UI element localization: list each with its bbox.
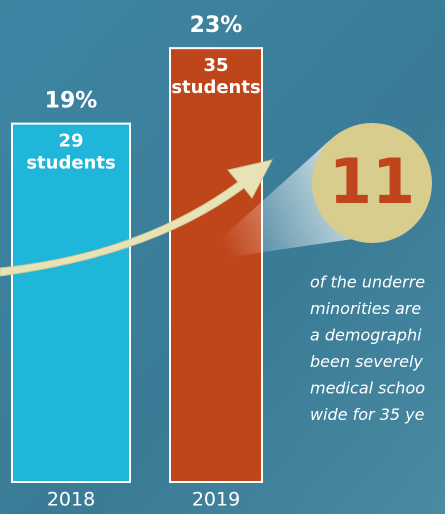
callout-line: wide for 35 ye <box>310 405 425 424</box>
callout-line: minorities are <box>310 299 421 318</box>
callout-line: a demographi <box>310 326 422 345</box>
callout-number: 11 <box>329 145 415 218</box>
x-tick-label: 2019 <box>192 489 240 511</box>
growth-arrow <box>0 159 273 277</box>
callout-line: of the underre <box>310 273 425 292</box>
bar <box>11 122 131 483</box>
callout-line: medical schoo <box>310 379 425 398</box>
value-label: 23% <box>190 13 243 38</box>
count-unit: students <box>171 77 260 98</box>
x-tick-label: 2018 <box>47 489 95 511</box>
callout-circle <box>312 123 432 243</box>
callout-text: of the underre minorities are a demographi… <box>310 273 425 425</box>
count-label: 35 <box>203 55 228 76</box>
count-unit: students <box>26 153 115 174</box>
value-label: 19% <box>45 89 98 114</box>
callout-line: been severely <box>310 352 423 371</box>
bar <box>169 47 263 484</box>
count-label: 29 <box>58 131 83 152</box>
